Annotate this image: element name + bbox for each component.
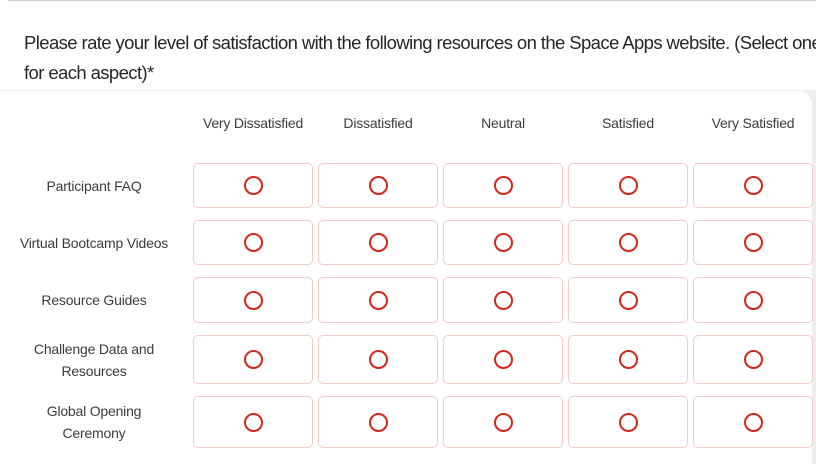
radio-cell-participant-faq-dissatisfied[interactable]: [318, 163, 438, 208]
radio-icon[interactable]: [243, 290, 263, 310]
top-divider-line: [8, 0, 816, 1]
radio-cell-challenge-data-and-resources-dissatisfied[interactable]: [318, 335, 438, 384]
radio-icon[interactable]: [493, 176, 513, 195]
radio-icon[interactable]: [618, 412, 638, 432]
column-header-satisfied: Satisfied: [602, 115, 654, 131]
radio-cell-virtual-bootcamp-videos-dissatisfied[interactable]: [318, 220, 438, 265]
satisfaction-matrix: Very Dissatisfied Dissatisfied Neutral S…: [0, 90, 813, 448]
radio-icon[interactable]: [243, 412, 263, 432]
radio-cell-virtual-bootcamp-videos-very-satisfied[interactable]: [693, 220, 813, 265]
radio-cell-resource-guides-very-dissatisfied[interactable]: [193, 277, 313, 323]
radio-icon[interactable]: [618, 176, 638, 195]
row-label-challenge-data-and-resources: Challenge Data and Resources: [33, 340, 155, 379]
column-header-very-dissatisfied: Very Dissatisfied: [202, 115, 304, 131]
radio-cell-virtual-bootcamp-videos-satisfied[interactable]: [568, 220, 688, 265]
radio-icon[interactable]: [243, 176, 263, 195]
radio-cell-global-opening-ceremony-very-satisfied[interactable]: [693, 396, 813, 448]
question-text: Please rate your level of satisfaction w…: [24, 32, 816, 83]
row-label-virtual-bootcamp-videos: Virtual Bootcamp Videos: [19, 234, 169, 251]
radio-icon[interactable]: [743, 233, 763, 252]
radio-cell-global-opening-ceremony-satisfied[interactable]: [568, 396, 688, 448]
radio-icon[interactable]: [368, 233, 388, 252]
radio-cell-resource-guides-very-satisfied[interactable]: [693, 277, 813, 323]
radio-cell-global-opening-ceremony-dissatisfied[interactable]: [318, 396, 438, 448]
radio-icon[interactable]: [618, 233, 638, 252]
row-label-global-opening-ceremony: Global Opening Ceremony: [46, 403, 142, 441]
row-label-resource-guides: Resource Guides: [41, 292, 147, 308]
matrix-panel: Very Dissatisfied Dissatisfied Neutral S…: [0, 90, 813, 464]
radio-icon[interactable]: [743, 412, 763, 432]
radio-icon[interactable]: [743, 290, 763, 310]
row-label-participant-faq: Participant FAQ: [46, 177, 142, 194]
radio-cell-challenge-data-and-resources-very-dissatisfied[interactable]: [193, 335, 313, 384]
column-header-dissatisfied: Dissatisfied: [343, 115, 413, 131]
radio-icon[interactable]: [618, 290, 638, 310]
radio-cell-virtual-bootcamp-videos-very-dissatisfied[interactable]: [193, 220, 313, 265]
radio-cell-global-opening-ceremony-very-dissatisfied[interactable]: [193, 396, 313, 448]
radio-cell-challenge-data-and-resources-neutral[interactable]: [443, 335, 563, 384]
radio-cell-challenge-data-and-resources-very-satisfied[interactable]: [693, 335, 813, 384]
radio-cell-participant-faq-very-satisfied[interactable]: [693, 163, 813, 208]
radio-icon[interactable]: [368, 350, 388, 369]
radio-icon[interactable]: [368, 176, 388, 195]
radio-cell-participant-faq-neutral[interactable]: [443, 163, 563, 208]
radio-icon[interactable]: [618, 350, 638, 369]
radio-cell-resource-guides-dissatisfied[interactable]: [318, 277, 438, 323]
radio-icon[interactable]: [368, 412, 388, 432]
radio-cell-resource-guides-neutral[interactable]: [443, 277, 563, 323]
radio-cell-participant-faq-very-dissatisfied[interactable]: [193, 163, 313, 208]
radio-icon[interactable]: [493, 412, 513, 432]
radio-icon[interactable]: [368, 290, 388, 310]
radio-icon[interactable]: [243, 233, 263, 252]
column-header-neutral: Neutral: [481, 115, 525, 131]
radio-cell-challenge-data-and-resources-satisfied[interactable]: [568, 335, 688, 384]
radio-icon[interactable]: [493, 290, 513, 310]
radio-icon[interactable]: [243, 350, 263, 369]
radio-cell-participant-faq-satisfied[interactable]: [568, 163, 688, 208]
radio-icon[interactable]: [743, 350, 763, 369]
radio-cell-resource-guides-satisfied[interactable]: [568, 277, 688, 323]
radio-icon[interactable]: [493, 233, 513, 252]
radio-cell-global-opening-ceremony-neutral[interactable]: [443, 396, 563, 448]
matrix-corner-spacer: [0, 90, 188, 151]
column-header-very-satisfied: Very Satisfied: [711, 115, 795, 131]
radio-icon[interactable]: [743, 176, 763, 195]
radio-cell-virtual-bootcamp-videos-neutral[interactable]: [443, 220, 563, 265]
radio-icon[interactable]: [493, 350, 513, 369]
